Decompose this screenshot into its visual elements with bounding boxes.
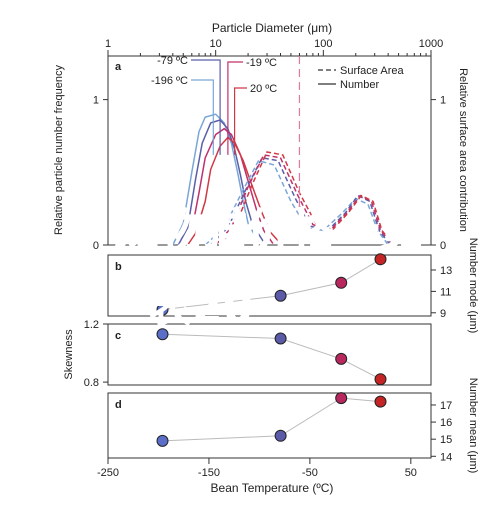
a-series-surface-6 <box>215 154 394 246</box>
top-axis-ticks: 1 10 100 1000 <box>105 38 443 56</box>
a-annotation-leader-0 <box>191 59 221 155</box>
panel-b-point-3 <box>374 253 387 266</box>
panel-d-trend-line <box>162 397 381 442</box>
a-series-surface-4 <box>204 159 389 246</box>
overlay-text-line1: 宠物猫价格一览 <box>115 205 423 256</box>
panel-d-letter: d <box>115 399 122 411</box>
panel-b: b 9 11 13 Number mode (μm) <box>107 238 479 334</box>
a-series-surface-5 <box>210 156 391 246</box>
panel-d-point-3 <box>374 395 387 408</box>
bottom-axis-label: Bean Temperature (ºC) <box>211 481 334 495</box>
panel-a-left-ylabel: Relative particle number frequency <box>53 65 65 235</box>
panel-d-ytick-label-3: 17 <box>440 400 452 412</box>
a-annotation-leader-1 <box>191 79 214 155</box>
panel-a-legend: Surface Area Number <box>318 65 404 91</box>
panel-b-ytick-label-1: 11 <box>440 286 451 298</box>
bottom-tick-label-3: 50 <box>405 467 417 479</box>
panel-c-point-1 <box>274 332 287 345</box>
panel-d-ytick-label-0: 14 <box>440 451 452 463</box>
bottom-tick-label-2: -50 <box>302 467 318 479</box>
panel-a-letter: a <box>115 61 122 73</box>
a-annotation-3: 20 ºC <box>250 83 277 95</box>
panel-b-letter: b <box>115 261 122 273</box>
a-right-tick-label-0: 0 <box>440 240 446 252</box>
panel-b-point-2 <box>335 276 348 289</box>
a-left-tick-label-1: 1 <box>93 95 99 107</box>
panel-b-ytick-label-2: 13 <box>440 265 452 277</box>
panel-d: d 14 15 16 17 Number mean (μm) <box>107 378 479 474</box>
panel-a-annotations: -79 ºC -196 ºC -19 ºC 20 ºC <box>151 55 277 155</box>
panel-c-point-2 <box>335 352 348 365</box>
a-series-number-1 <box>177 119 265 246</box>
panel-b-trend-line <box>162 258 381 311</box>
panel-d-frame <box>107 392 432 459</box>
panel-c-ytick-label-1: 1.2 <box>84 319 99 331</box>
panel-a: a 0 1 0 1 -79 ºC -196 ºC -19 ºC 20 ºC Surface … <box>53 55 469 252</box>
panel-c-trend-line <box>162 333 381 380</box>
legend-surface-label: Surface Area <box>340 65 404 77</box>
panel-d-point-1 <box>274 429 287 442</box>
panel-d-point-2 <box>335 392 348 405</box>
a-annotation-leader-3 <box>234 87 247 155</box>
a-annotation-leader-2 <box>227 61 243 155</box>
panel-c-point-0 <box>156 328 169 341</box>
panel-c-ylabel: Skewness <box>63 329 75 380</box>
bottom-tick-label-0: -250 <box>97 467 119 479</box>
panel-c-points: 0.8 1.2 Skewness <box>63 319 387 389</box>
panel-b-frame <box>107 254 432 317</box>
top-tick-label-1: 10 <box>210 38 222 50</box>
panel-d-points: 14 15 16 17 Number mean (μm) <box>156 378 479 474</box>
overlay-text-line2: 表20 <box>148 282 253 333</box>
a-right-tick-label-1: 1 <box>440 95 446 107</box>
panel-b-point-1 <box>274 289 287 302</box>
panel-b-ytick-label-0: 9 <box>440 308 446 320</box>
panel-c: c 0.8 1.2 Skewness <box>63 319 432 389</box>
panel-b-point-0 <box>156 303 169 316</box>
legend-number-label: Number <box>340 79 379 91</box>
panel-c-letter: c <box>115 330 121 342</box>
panel-a-y-ticks: 0 1 0 1 <box>93 95 446 252</box>
panel-c-ytick-label-0: 0.8 <box>84 377 99 389</box>
panel-a-right-ylabel: Relative surface area contribution <box>457 68 469 232</box>
panel-b-points: 9 11 13 Number mode (μm) <box>156 238 479 334</box>
top-tick-label-2: 100 <box>314 38 332 50</box>
panel-c-frame <box>107 323 432 386</box>
panel-d-ytick-label-1: 15 <box>440 434 452 446</box>
panel-a-frame <box>107 55 432 246</box>
a-annotation-0: -79 ºC <box>157 55 188 67</box>
top-tick-label-3: 1000 <box>419 38 443 50</box>
panel-d-point-0 <box>156 434 169 447</box>
panel-d-ytick-label-2: 16 <box>440 417 452 429</box>
bottom-tick-label-1: -150 <box>198 467 220 479</box>
a-left-tick-label-0: 0 <box>93 240 99 252</box>
top-tick-label-0: 1 <box>105 38 111 50</box>
a-annotation-2: -19 ºC <box>246 57 277 69</box>
a-annotation-1: -196 ºC <box>151 75 188 87</box>
panel-c-point-3 <box>374 373 387 386</box>
top-axis-label: Particle Diameter (μm) <box>212 21 332 35</box>
panel-d-ylabel: Number mean (μm) <box>467 378 479 474</box>
a-series-number-3 <box>187 136 282 246</box>
bottom-axis-ticks: -250 -150 -50 50 <box>97 458 417 479</box>
panel-b-ylabel: Number mode (μm) <box>467 238 479 334</box>
a-series-surface-7 <box>219 151 395 246</box>
